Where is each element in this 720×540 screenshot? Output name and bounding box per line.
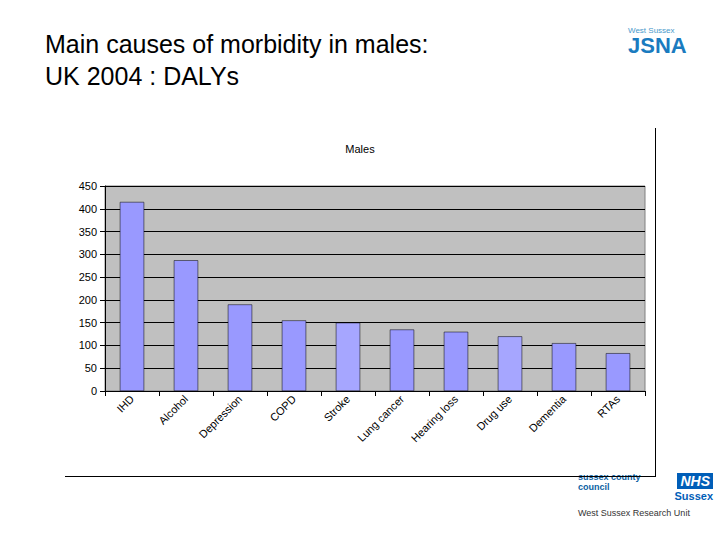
svg-text:150: 150 — [79, 317, 97, 329]
svg-text:Lung cancer: Lung cancer — [355, 393, 406, 444]
html-text:Main causes of morbidity in ma: Main causes of morbidity in males: UK 20… — [45, 30, 429, 90]
svg-text:Stroke: Stroke — [321, 393, 352, 424]
svg-text:Depression: Depression — [196, 393, 244, 441]
svg-text:50: 50 — [85, 362, 97, 374]
svg-text:Males: Males — [345, 143, 375, 155]
html-text:JSNA: JSNA — [628, 33, 687, 58]
html-text:sussex county council: sussex county council — [578, 472, 641, 492]
svg-text:COPD: COPD — [267, 393, 298, 424]
html-text:Sussex: Sussex — [674, 490, 713, 502]
svg-text:250: 250 — [79, 271, 97, 283]
svg-text:0: 0 — [91, 385, 97, 397]
svg-text:Dementia: Dementia — [527, 392, 569, 434]
svg-text:Alcohol: Alcohol — [156, 393, 190, 427]
svg-text:Hearing loss: Hearing loss — [409, 392, 461, 444]
svg-text:350: 350 — [79, 226, 97, 238]
html-text:NHS: NHS — [680, 473, 710, 489]
svg-text:IHD: IHD — [114, 393, 136, 415]
svg-text:RTAs: RTAs — [595, 392, 623, 420]
svg-text:400: 400 — [79, 203, 97, 215]
svg-text:450: 450 — [79, 180, 97, 192]
svg-text:300: 300 — [79, 248, 97, 260]
html-text:West Sussex: West Sussex — [628, 26, 675, 35]
svg-text:100: 100 — [79, 339, 97, 351]
html-text:West Sussex Research Unit: West Sussex Research Unit — [578, 508, 690, 518]
svg-text:200: 200 — [79, 294, 97, 306]
svg-text:Drug use: Drug use — [474, 393, 514, 433]
